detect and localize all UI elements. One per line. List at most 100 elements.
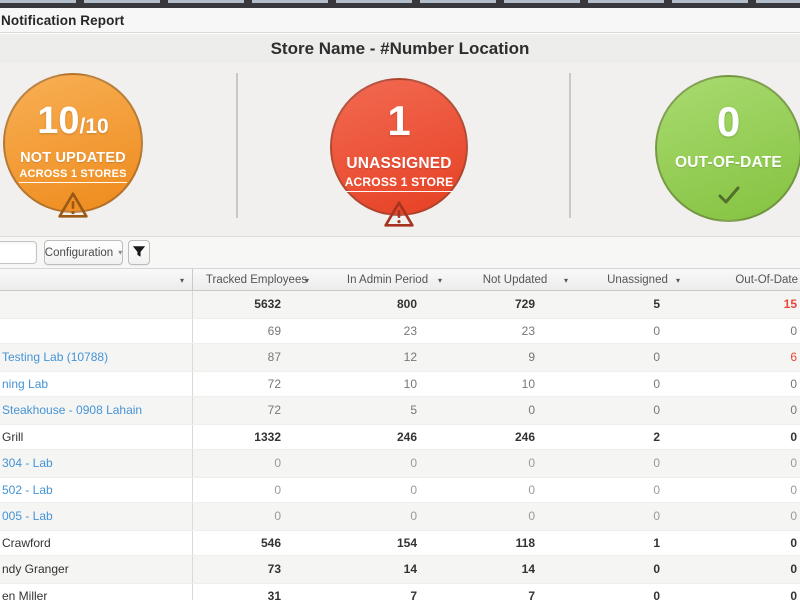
sort-caret-icon[interactable]: ▾ [563, 276, 568, 285]
column-header-unassigned[interactable]: Unassigned ▾ [607, 273, 680, 286]
table-row: en Miller 31 7 7 0 0 [0, 582, 800, 600]
value-cell: 0 [528, 403, 535, 418]
row-name-cell[interactable]: 005 - Lab [0, 503, 193, 530]
row-name-cell: Grill [0, 424, 193, 449]
value-cell: 10 [521, 376, 535, 391]
filter-funnel-icon [132, 245, 146, 261]
not-updated-count: 10/10 [37, 100, 109, 142]
value-cell: 154 [396, 535, 417, 550]
toolbar: Configuration ▾ [0, 237, 800, 268]
table-row: 005 - Lab 0 0 0 0 0 [0, 503, 800, 530]
value-cell: 87 [267, 350, 281, 365]
sort-caret-icon[interactable]: ▾ [179, 276, 184, 285]
warning-triangle-icon [57, 191, 89, 224]
value-cell: 0 [653, 350, 660, 365]
value-cell: 0 [274, 482, 281, 497]
sort-caret-icon[interactable]: ▾ [675, 276, 680, 285]
browser-chrome-strip [0, 0, 800, 8]
column-header-tracked-employees[interactable]: Tracked Employees ▾ [205, 273, 309, 286]
value-cell: 0 [528, 482, 535, 497]
value-cell: 0 [653, 323, 660, 338]
table-row: 5632 800 729 5 15 [0, 291, 800, 318]
value-cell: 0 [528, 509, 535, 524]
value-cell: 73 [267, 562, 281, 577]
column-header-not-updated[interactable]: Not Updated ▾ [482, 273, 568, 286]
row-name-cell[interactable]: ning Lab [0, 371, 193, 396]
unassigned-sublabel: ACROSS 1 STORE [344, 175, 454, 192]
value-cell: 0 [790, 482, 797, 497]
column-header-out-of-date[interactable]: Out-Of-Date [735, 273, 798, 286]
table-row: 69 23 23 0 0 [0, 317, 800, 344]
value-cell: 15 [783, 297, 797, 312]
value-cell: 0 [790, 323, 797, 338]
value-cell: 69 [267, 323, 281, 338]
value-cell: 246 [514, 429, 535, 444]
value-cell: 0 [653, 376, 660, 391]
row-name-cell[interactable]: Steakhouse - 0908 Lahain [0, 397, 193, 424]
value-cell: 1332 [254, 429, 281, 444]
app-header: Notification Report [0, 8, 800, 33]
search-input[interactable] [0, 241, 37, 264]
value-cell: 0 [410, 456, 417, 471]
out-of-date-count: 0 [716, 98, 741, 145]
value-cell: 0 [653, 509, 660, 524]
value-cell: 23 [521, 323, 535, 338]
table-row: 304 - Lab 0 0 0 0 0 [0, 450, 800, 477]
report-title: Notification Report [1, 12, 125, 28]
value-cell: 14 [403, 562, 417, 577]
not-updated-sublabel: ACROSS 1 STORES [19, 168, 127, 183]
value-cell: 23 [403, 323, 417, 338]
row-name-cell: en Miller [0, 583, 193, 600]
sort-caret-icon[interactable]: ▾ [437, 276, 442, 285]
summary-circle-not-updated: 10/10 NOT UPDATED ACROSS 1 STORES [3, 73, 143, 218]
out-of-date-label: OUT-OF-DATE [675, 154, 782, 171]
sort-caret-icon[interactable]: ▾ [304, 276, 309, 285]
value-cell: 7 [410, 588, 417, 600]
summary-divider [236, 73, 238, 218]
unassigned-label: UNASSIGNED [346, 155, 452, 172]
table-row: Grill 1332 246 246 2 0 [0, 423, 800, 450]
value-cell: 72 [267, 403, 281, 418]
summary-section: 10/10 NOT UPDATED ACROSS 1 STORES 1 UNAS… [0, 63, 800, 237]
value-cell: 0 [528, 456, 535, 471]
row-name-cell[interactable]: Testing Lab (10788) [0, 344, 193, 371]
value-cell: 246 [396, 429, 417, 444]
value-cell: 31 [267, 588, 281, 600]
browser-tabs-edge [0, 0, 800, 3]
title-band: Store Name - #Number Location [0, 34, 800, 63]
column-header-in-admin-period[interactable]: In Admin Period ▾ [346, 273, 442, 286]
value-cell: 118 [515, 535, 535, 550]
value-cell: 0 [653, 588, 660, 600]
value-cell: 2 [653, 429, 660, 444]
value-cell: 0 [790, 509, 797, 524]
table-row: Testing Lab (10788) 87 12 9 0 6 [0, 344, 800, 371]
value-cell: 1 [653, 535, 660, 550]
summary-circle-out-of-date: 0 OUT-OF-DATE [655, 75, 800, 222]
column-header-name[interactable]: ▾ [0, 269, 193, 290]
value-cell: 9 [528, 350, 535, 365]
table-header: ▾ Tracked Employees ▾ In Admin Period ▾ … [0, 268, 800, 291]
value-cell: 7 [528, 588, 535, 600]
value-cell: 0 [274, 456, 281, 471]
row-name-cell [0, 318, 193, 343]
row-name-cell: Crawford [0, 530, 193, 555]
value-cell: 0 [410, 482, 417, 497]
configuration-button[interactable]: Configuration ▾ [44, 240, 123, 265]
value-cell: 5632 [254, 297, 281, 312]
warning-triangle-icon [383, 200, 415, 233]
row-name-cell[interactable]: 304 - Lab [0, 450, 193, 477]
value-cell: 10 [403, 376, 417, 391]
row-name-cell[interactable]: 502 - Lab [0, 477, 193, 502]
configuration-button-label: Configuration [44, 246, 114, 259]
value-cell: 0 [790, 535, 797, 550]
value-cell: 0 [274, 509, 281, 524]
value-cell: 800 [396, 297, 417, 312]
value-cell: 72 [267, 376, 281, 391]
table-row: Crawford 546 154 118 1 0 [0, 529, 800, 556]
value-cell: 0 [653, 482, 660, 497]
row-name-cell [0, 291, 193, 318]
value-cell: 0 [653, 456, 660, 471]
filter-button[interactable] [128, 240, 150, 265]
checkmark-icon [716, 185, 742, 210]
